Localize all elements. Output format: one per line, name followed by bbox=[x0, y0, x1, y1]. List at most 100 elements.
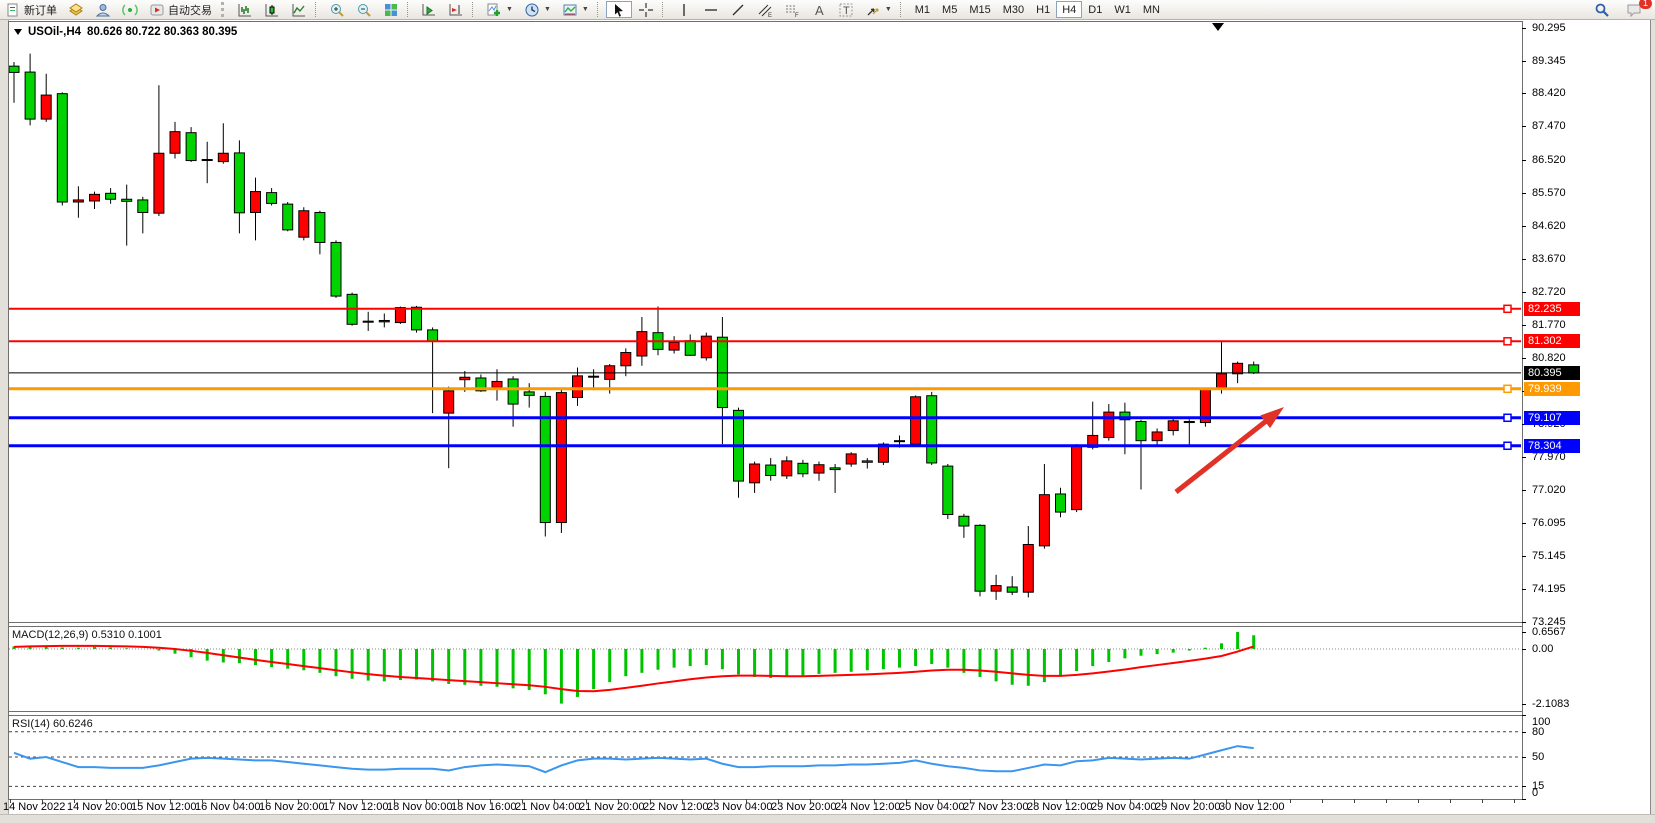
price-axis-tick bbox=[1522, 325, 1526, 326]
timeframe-button-w1[interactable]: W1 bbox=[1108, 1, 1137, 18]
candle-body bbox=[910, 396, 922, 445]
time-axis-tick bbox=[10, 799, 11, 803]
candle-body bbox=[894, 440, 905, 443]
time-axis-tick bbox=[682, 799, 683, 803]
horizontal-line-tool-button[interactable] bbox=[698, 1, 724, 18]
chart-shift-button[interactable] bbox=[443, 1, 469, 18]
candle-body bbox=[105, 192, 117, 200]
timeframe-button-h4[interactable]: H4 bbox=[1056, 1, 1083, 18]
vertical-line-tool-button[interactable] bbox=[671, 1, 697, 18]
macd-axis-tick bbox=[1522, 649, 1526, 650]
line-handle[interactable] bbox=[1503, 441, 1512, 451]
candle-body bbox=[1167, 420, 1179, 432]
pane-border bbox=[8, 21, 1522, 22]
price-axis-label: 80.820 bbox=[1532, 352, 1566, 365]
time-axis-tick bbox=[650, 799, 651, 803]
time-axis-tick bbox=[1002, 799, 1003, 803]
cursor-tool-button[interactable] bbox=[605, 1, 632, 18]
price-axis-tick bbox=[1522, 622, 1526, 623]
signals-icon bbox=[122, 3, 138, 16]
timeframe-button-m30[interactable]: M30 bbox=[997, 1, 1030, 18]
pane-splitter[interactable] bbox=[8, 623, 1522, 626]
candlestick-chart-button[interactable] bbox=[259, 1, 285, 18]
line-handle[interactable] bbox=[1503, 337, 1512, 346]
autotrading-button[interactable]: 自动交易 bbox=[144, 1, 217, 18]
current-price-tag[interactable]: 80.395 bbox=[1524, 365, 1580, 380]
timeframe-button-d1[interactable]: D1 bbox=[1082, 1, 1108, 18]
time-axis-tick bbox=[1386, 799, 1387, 803]
line-handle[interactable] bbox=[1503, 304, 1512, 314]
window-right-edge bbox=[1650, 19, 1655, 822]
text-label-tool-button[interactable]: T bbox=[833, 1, 859, 18]
line-price-tag[interactable]: 82.235 bbox=[1524, 301, 1580, 316]
price-axis-tick bbox=[1522, 28, 1526, 29]
fibonacci-tool-button[interactable]: F bbox=[779, 1, 805, 18]
templates-button[interactable]: ▼ bbox=[557, 1, 594, 18]
candle-body bbox=[861, 460, 873, 463]
candle-body bbox=[282, 203, 294, 231]
candle-body bbox=[636, 331, 648, 357]
line-handle[interactable] bbox=[1503, 384, 1512, 394]
new-order-button[interactable]: 新订单 bbox=[0, 1, 62, 18]
search-button[interactable] bbox=[1589, 1, 1615, 18]
timeframe-button-m1[interactable]: M1 bbox=[909, 1, 936, 18]
time-axis-label: 27 Nov 23:00 bbox=[963, 801, 1029, 813]
candle-body bbox=[1135, 421, 1147, 442]
time-axis-label: 24 Nov 12:00 bbox=[835, 801, 901, 813]
time-axis-label: 21 Nov 04:00 bbox=[515, 801, 581, 813]
line-handle[interactable] bbox=[1503, 413, 1512, 423]
channel-tool-button[interactable]: E bbox=[752, 1, 778, 18]
dropdown-arrow-icon: ▼ bbox=[581, 6, 589, 13]
line-chart-button[interactable] bbox=[286, 1, 312, 18]
candle-body bbox=[942, 465, 954, 516]
arrow-annotation-line[interactable] bbox=[1174, 416, 1272, 494]
tile-windows-button[interactable] bbox=[378, 1, 404, 18]
time-axis-label: 15 Nov 12:00 bbox=[131, 801, 197, 813]
candle-body bbox=[153, 152, 165, 214]
timeframe-button-h1[interactable]: H1 bbox=[1030, 1, 1056, 18]
time-axis-label: 18 Nov 16:00 bbox=[451, 801, 517, 813]
pane-splitter[interactable] bbox=[8, 712, 1522, 715]
price-axis-label: 90.295 bbox=[1532, 22, 1566, 34]
line-price-tag[interactable]: 79.939 bbox=[1524, 381, 1580, 396]
trendline-tool-button[interactable] bbox=[725, 1, 751, 18]
periods-button[interactable]: ▼ bbox=[519, 1, 556, 18]
crosshair-tool-button[interactable] bbox=[633, 1, 659, 18]
symbol-dropdown-icon[interactable] bbox=[14, 29, 22, 35]
timeframe-button-m15[interactable]: M15 bbox=[963, 1, 996, 18]
zoom-out-button[interactable] bbox=[351, 1, 377, 18]
indicators-button[interactable]: ▼ bbox=[481, 1, 518, 18]
price-axis-label: 84.620 bbox=[1532, 219, 1566, 232]
bar-chart-button[interactable] bbox=[232, 1, 258, 18]
text-tool-button[interactable]: A bbox=[806, 1, 832, 18]
timeframe-button-m5[interactable]: M5 bbox=[936, 1, 963, 18]
price-axis-tick bbox=[1522, 522, 1526, 524]
signals-button[interactable] bbox=[117, 1, 143, 18]
candle-body bbox=[8, 65, 20, 73]
time-axis-label: 23 Nov 04:00 bbox=[707, 801, 773, 813]
timeframe-button-mn[interactable]: MN bbox=[1137, 1, 1166, 18]
arrow-annotation-head[interactable] bbox=[1260, 407, 1284, 429]
line-price-tag[interactable]: 79.107 bbox=[1524, 410, 1580, 425]
price-axis-label: 87.470 bbox=[1532, 120, 1566, 133]
profiles-button[interactable] bbox=[90, 1, 116, 18]
pane-border bbox=[8, 711, 1522, 712]
text-icon: A bbox=[815, 3, 824, 18]
arrows-tool-button[interactable]: ▼ bbox=[860, 1, 897, 18]
time-axis-label: 16 Nov 04:00 bbox=[195, 801, 261, 813]
line-price-tag[interactable]: 78.304 bbox=[1524, 438, 1580, 453]
notifications-button[interactable]: 1 bbox=[1621, 0, 1652, 18]
line-price-tag[interactable]: 81.302 bbox=[1524, 334, 1580, 349]
time-axis-tick bbox=[138, 799, 139, 803]
candle-body bbox=[491, 380, 503, 388]
auto-scroll-button[interactable] bbox=[416, 1, 442, 18]
chart-shift-marker[interactable] bbox=[1212, 23, 1224, 31]
new-chart-button[interactable] bbox=[63, 1, 89, 18]
zoom-in-button[interactable] bbox=[324, 1, 350, 18]
candle-body bbox=[201, 159, 213, 162]
toolbar-separator bbox=[899, 2, 906, 17]
time-axis-tick bbox=[1290, 799, 1291, 803]
price-axis-label: 85.570 bbox=[1532, 186, 1566, 199]
